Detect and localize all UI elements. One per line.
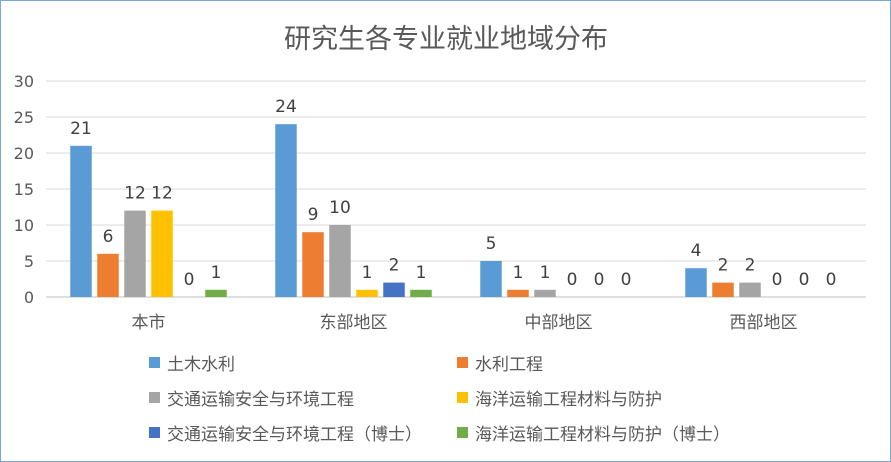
legend-label: 海洋运输工程材料与防护（博士） [475, 424, 730, 445]
bar [507, 289, 529, 297]
chart-title: 研究生各专业就业地域分布 [284, 24, 608, 55]
bar [480, 261, 502, 297]
data-label: 12 [151, 184, 173, 204]
x-tick-label: 本市 [132, 313, 166, 333]
legend-label: 交通运输安全与环境工程 [167, 389, 354, 410]
legend-label: 海洋运输工程材料与防护 [475, 389, 662, 410]
legend-item: 水利工程 [457, 351, 543, 375]
bar [124, 210, 146, 297]
bar [205, 289, 227, 297]
bar [302, 232, 324, 297]
legend-swatch [457, 426, 468, 438]
bar [534, 289, 556, 297]
x-axis: 本市 东部地区 中部地区 西部地区 [132, 313, 798, 333]
y-tick-label: 0 [24, 288, 34, 307]
legend-label: 交通运输安全与环境工程（博士） [167, 424, 422, 445]
bar [410, 289, 432, 297]
data-label: 0 [772, 270, 783, 290]
data-label: 1 [362, 263, 373, 283]
data-label: 24 [275, 97, 297, 117]
data-label: 2 [718, 256, 729, 276]
legend-swatch [149, 356, 160, 368]
bar [70, 145, 92, 297]
y-tick-label: 20 [14, 144, 34, 163]
legend-item: 土木水利 [149, 351, 235, 375]
legend-swatch [457, 356, 468, 368]
x-tick-label: 中部地区 [525, 313, 593, 333]
x-tick-label: 西部地区 [730, 313, 798, 333]
legend-item: 交通运输安全与环境工程（博士） [149, 421, 422, 445]
data-label: 1 [416, 263, 427, 283]
legend-item: 交通运输安全与环境工程 [149, 386, 354, 410]
data-label: 0 [826, 270, 837, 290]
legend-swatch [149, 426, 160, 438]
legend-swatch [149, 391, 160, 403]
data-label: 0 [567, 270, 578, 290]
bar [739, 282, 761, 297]
y-tick-label: 15 [14, 180, 34, 199]
data-label: 21 [70, 119, 92, 139]
y-axis: 0 5 10 15 20 25 30 [14, 72, 34, 307]
gridlines [46, 80, 866, 298]
bar [383, 282, 405, 297]
bar [151, 210, 173, 297]
data-label: 2 [389, 256, 400, 276]
data-label: 5 [486, 234, 497, 254]
bar [356, 289, 378, 297]
data-label: 0 [799, 270, 810, 290]
data-label: 10 [329, 198, 351, 218]
bars [70, 124, 761, 297]
data-label: 1 [513, 263, 524, 283]
data-label: 9 [308, 205, 319, 225]
bar [685, 268, 707, 297]
data-label: 1 [540, 263, 551, 283]
legend-item: 海洋运输工程材料与防护 [457, 386, 662, 410]
y-tick-label: 5 [24, 252, 34, 271]
legend-label: 土木水利 [167, 354, 235, 375]
data-label: 4 [691, 241, 702, 261]
bar [712, 282, 734, 297]
data-label: 0 [184, 270, 195, 290]
data-label: 0 [621, 270, 632, 290]
y-tick-label: 25 [14, 108, 34, 127]
legend-label: 水利工程 [475, 354, 543, 375]
data-label: 0 [594, 270, 605, 290]
data-label: 12 [124, 184, 146, 204]
data-label: 6 [103, 227, 114, 247]
bar [329, 225, 351, 297]
data-label: 2 [745, 256, 756, 276]
y-tick-label: 10 [14, 216, 34, 235]
legend-item: 海洋运输工程材料与防护（博士） [457, 421, 730, 445]
legend-swatch [457, 391, 468, 403]
y-tick-label: 30 [14, 72, 34, 91]
x-tick-label: 东部地区 [320, 313, 388, 333]
bar [97, 253, 119, 297]
data-label: 1 [211, 263, 222, 283]
bar [275, 124, 297, 297]
